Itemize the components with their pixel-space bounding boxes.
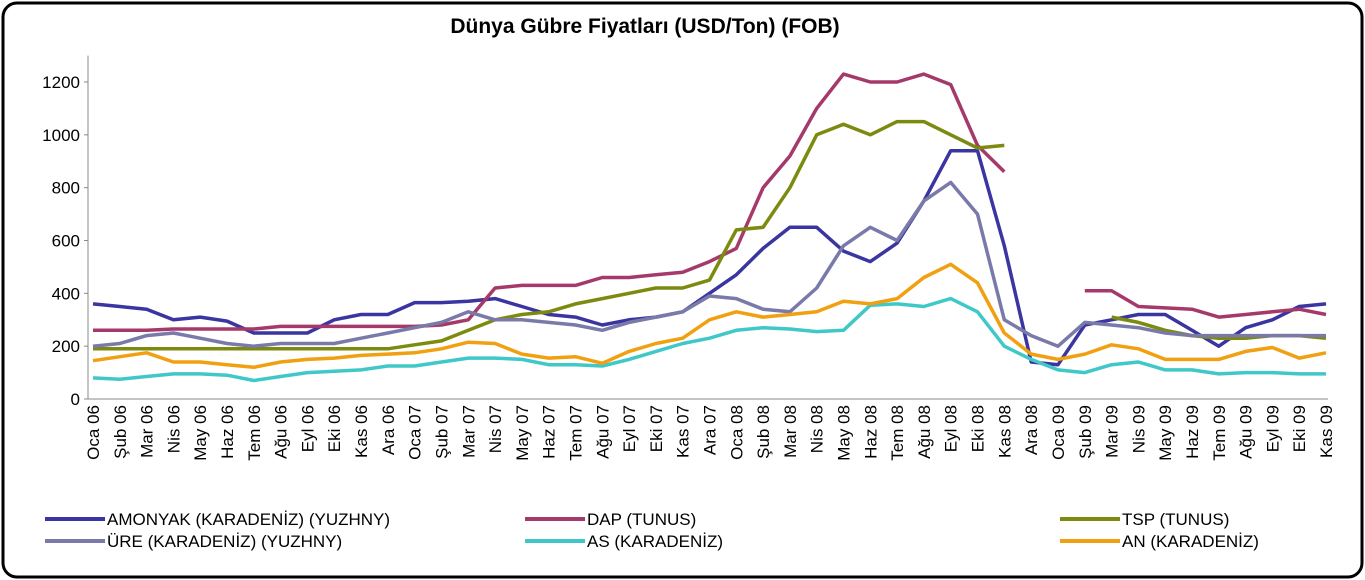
- x-tick-label: May 06: [191, 405, 210, 461]
- chart-title: Dünya Gübre Fiyatları (USD/Ton) (FOB): [450, 15, 839, 38]
- x-tick-label: Eki 07: [647, 405, 666, 452]
- y-tick-label: 200: [52, 337, 80, 356]
- x-tick-label: Mar 07: [459, 405, 478, 458]
- y-tick-label: 1200: [42, 73, 80, 92]
- legend-label: AMONYAK (KARADENİZ) (YUZHNY): [107, 510, 390, 529]
- x-tick-label: Eyl 09: [1263, 405, 1282, 452]
- x-tick-label: Ağu 07: [593, 405, 612, 459]
- x-tick-label: May 08: [835, 405, 854, 461]
- x-tick-label: Şub 06: [111, 405, 130, 459]
- x-tick-label: Tem 08: [888, 405, 907, 461]
- y-tick-label: 0: [71, 390, 80, 409]
- x-tick-label: Nis 07: [486, 405, 505, 453]
- x-tick-label: Kas 07: [674, 405, 693, 458]
- x-tick-label: Eki 06: [325, 405, 344, 452]
- y-tick-label: 400: [52, 284, 80, 303]
- x-tick-label: Nis 06: [164, 405, 183, 453]
- x-tick-label: Nis 09: [1129, 405, 1148, 453]
- x-tick-label: Kas 09: [1317, 405, 1336, 458]
- x-tick-label: Eyl 07: [620, 405, 639, 452]
- series-line: [92, 296, 1326, 383]
- x-tick-label: Ağu 09: [1237, 405, 1256, 459]
- legend-label: DAP (TUNUS): [587, 510, 696, 529]
- x-tick-label: Eki 08: [969, 405, 988, 452]
- x-tick-label: Şub 08: [754, 405, 773, 459]
- x-tick-label: Kas 06: [352, 405, 371, 458]
- x-tick-label: Eki 09: [1290, 405, 1309, 452]
- series-line: [92, 180, 1326, 348]
- x-tick-label: Oca 09: [1049, 405, 1068, 460]
- legend-label: ÜRE (KARADENİZ) (YUZHNY): [107, 532, 342, 551]
- x-tick-label: Haz 09: [1183, 405, 1202, 459]
- x-tick-label: Oca 06: [84, 405, 103, 460]
- x-tick-label: Mar 06: [138, 405, 157, 458]
- series-line: [92, 262, 1327, 370]
- x-tick-label: Oca 08: [727, 405, 746, 460]
- legend-label: AS (KARADENİZ): [587, 532, 723, 551]
- x-tick-label: Ara 08: [1022, 405, 1041, 455]
- x-tick-label: Tem 07: [566, 405, 585, 461]
- x-tick-label: Şub 07: [432, 405, 451, 459]
- x-tick-label: Mar 09: [1103, 405, 1122, 458]
- x-tick-label: Mar 08: [781, 405, 800, 458]
- x-tick-label: May 09: [1156, 405, 1175, 461]
- x-tick-label: Eyl 06: [298, 405, 317, 452]
- x-tick-label: Kas 08: [995, 405, 1014, 458]
- x-tick-label: Haz 07: [540, 405, 559, 459]
- x-tick-label: Şub 09: [1076, 405, 1095, 459]
- x-tick-label: Tem 09: [1210, 405, 1229, 461]
- series-line: [93, 72, 1327, 333]
- x-tick-label: Haz 06: [218, 405, 237, 459]
- legend-label: AN (KARADENİZ): [1122, 532, 1259, 551]
- legend-label: TSP (TUNUS): [1122, 510, 1229, 529]
- y-tick-label: 1000: [42, 126, 80, 145]
- x-tick-label: Oca 07: [406, 405, 425, 460]
- x-tick-label: May 07: [513, 405, 532, 461]
- x-tick-label: Tem 06: [245, 405, 264, 461]
- x-tick-label: Ara 06: [379, 405, 398, 455]
- x-tick-label: Ağu 08: [915, 405, 934, 459]
- x-tick-label: Ağu 06: [272, 405, 291, 459]
- x-tick-label: Nis 08: [808, 405, 827, 453]
- x-tick-label: Eyl 08: [942, 405, 961, 452]
- x-tick-label: Haz 08: [861, 405, 880, 459]
- y-tick-label: 800: [52, 179, 80, 198]
- x-tick-label: Ara 07: [701, 405, 720, 455]
- y-tick-label: 600: [52, 232, 80, 251]
